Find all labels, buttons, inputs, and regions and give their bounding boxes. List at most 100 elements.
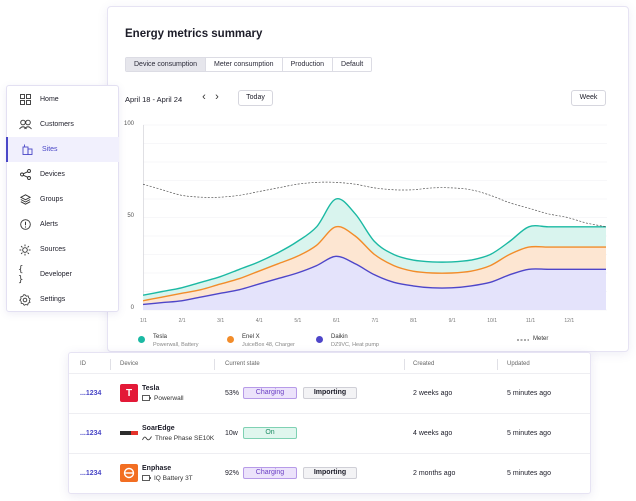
sites-icon: [20, 143, 34, 157]
legend-swatch: [138, 336, 145, 343]
tab-device-consumption[interactable]: Device consumption: [126, 58, 207, 71]
legend-item-meter: Meter: [517, 335, 548, 344]
device-id-link[interactable]: ...1234: [80, 470, 102, 477]
column-header-id: ID: [80, 361, 86, 367]
x-tick-label: 10/1: [487, 318, 497, 324]
today-button[interactable]: Today: [238, 90, 273, 106]
x-tick-label: 2/1: [178, 318, 186, 324]
device-model-label: Powerwall: [154, 395, 184, 402]
sidebar-item-label: Alerts: [40, 221, 58, 228]
column-header-state: Current state: [225, 361, 260, 367]
importing-badge: Importing: [303, 387, 357, 399]
sidebar-item-label: Sources: [40, 246, 66, 253]
battery-percent: 53%: [225, 390, 240, 397]
column-header-updated: Updated: [507, 361, 530, 367]
sidebar-item-label: Developer: [40, 271, 72, 278]
battery-percent: 92%: [225, 470, 240, 477]
created-cell: 4 weeks ago: [413, 430, 453, 437]
updated-cell: 5 minutes ago: [507, 390, 551, 397]
x-tick-label: 5/1: [294, 318, 302, 324]
tesla-logo-icon: T: [120, 384, 138, 402]
sidebar-item-sources[interactable]: Sources: [6, 237, 119, 262]
tab-default[interactable]: Default: [333, 58, 372, 71]
series-line-daikin: [143, 255, 606, 306]
device-id-link[interactable]: ...1234: [80, 430, 102, 437]
battery-icon: [142, 395, 151, 402]
x-tick-label: 7/1: [371, 318, 379, 324]
legend-name: Enel X: [242, 334, 260, 340]
device-name: SoarEdge: [142, 425, 175, 432]
sidebar-item-label: Customers: [40, 121, 74, 128]
column-divider: [404, 359, 405, 370]
home-icon: [18, 93, 32, 107]
sidebar-item-home[interactable]: Home: [6, 87, 119, 112]
settings-icon: [18, 293, 32, 307]
device-model-label: IQ Battery 3T: [154, 475, 193, 482]
solaredge-logo-icon: [120, 424, 138, 442]
x-tick-label: 4/1: [255, 318, 263, 324]
status-badge: Charging: [243, 467, 297, 479]
device-name: Enphase: [142, 465, 172, 472]
x-tick-label: 8/1: [410, 318, 418, 324]
legend-sub: DZ9VC, Heat pump: [331, 342, 379, 348]
device-model: Three Phase SE10K: [142, 435, 214, 442]
tab-production[interactable]: Production: [282, 58, 334, 71]
legend-name: Tesla: [153, 334, 168, 340]
sidebar-item-groups[interactable]: Groups: [6, 187, 119, 212]
sidebar-item-label: Devices: [40, 171, 65, 178]
column-divider: [497, 359, 498, 370]
wave-icon: [142, 436, 152, 441]
y-tick: 50: [127, 213, 134, 219]
sidebar-item-customers[interactable]: Customers: [6, 112, 119, 137]
chevron-left-icon[interactable]: ‹: [202, 91, 206, 103]
series-line-tesla: [143, 198, 606, 296]
groups-icon: [18, 193, 32, 207]
row-divider: [69, 373, 590, 374]
enphase-logo-icon: [120, 464, 138, 482]
x-tick-label: 11/1: [525, 318, 536, 324]
period-select[interactable]: Week: [571, 90, 606, 106]
sidebar-item-alerts[interactable]: Alerts: [6, 212, 119, 237]
tab-meter-consumption[interactable]: Meter consumption: [206, 58, 283, 71]
column-header-created: Created: [413, 361, 435, 367]
x-tick-label: 1/1: [140, 318, 147, 324]
legend-name: Daikin: [331, 334, 348, 340]
legend-sub: JuiceBox 48, Charger: [242, 342, 295, 348]
sidebar-item-developer[interactable]: { } Developer: [6, 262, 119, 287]
row-divider: [69, 413, 590, 414]
y-tick: 0: [130, 305, 134, 311]
developer-icon: { }: [18, 264, 24, 285]
legend-sub: Powerwall, Battery: [153, 342, 199, 348]
importing-badge: Importing: [303, 467, 357, 479]
legend-name: Meter: [533, 336, 549, 342]
x-tick-label: 3/1: [217, 318, 225, 324]
meter-line: [143, 181, 607, 228]
status-badge: Charging: [243, 387, 297, 399]
power-reading: 10w: [225, 430, 238, 437]
date-range: April 18 - April 24: [125, 95, 183, 104]
column-divider: [110, 359, 111, 370]
sidebar-item-label: Groups: [40, 196, 63, 203]
device-model-label: Three Phase SE10K: [155, 435, 215, 443]
sidebar-item-devices[interactable]: Devices: [6, 162, 119, 187]
chevron-right-icon[interactable]: ›: [215, 91, 219, 103]
device-model: Powerwall: [142, 395, 184, 402]
legend-swatch: [316, 336, 323, 343]
status-badge: On: [243, 427, 297, 439]
sidebar-item-sites[interactable]: Sites: [6, 137, 119, 162]
page-title: Energy metrics summary: [125, 28, 263, 40]
sidebar-item-label: Home: [40, 96, 59, 103]
legend-swatch: [227, 336, 234, 343]
sidebar-item-settings[interactable]: Settings: [6, 287, 119, 312]
device-id-link[interactable]: ...1234: [80, 390, 102, 397]
column-header-device: Device: [120, 361, 139, 367]
sources-icon: [18, 243, 32, 257]
battery-icon: [142, 475, 151, 482]
x-tick-label: 12/1: [564, 318, 575, 324]
column-divider: [214, 359, 215, 370]
device-model: IQ Battery 3T: [142, 475, 193, 482]
row-divider: [69, 453, 590, 454]
dashed-line-swatch: [517, 339, 529, 341]
customers-icon: [18, 118, 32, 132]
legend-item-daikin: Daikin DZ9VC, Heat pump: [316, 333, 379, 349]
